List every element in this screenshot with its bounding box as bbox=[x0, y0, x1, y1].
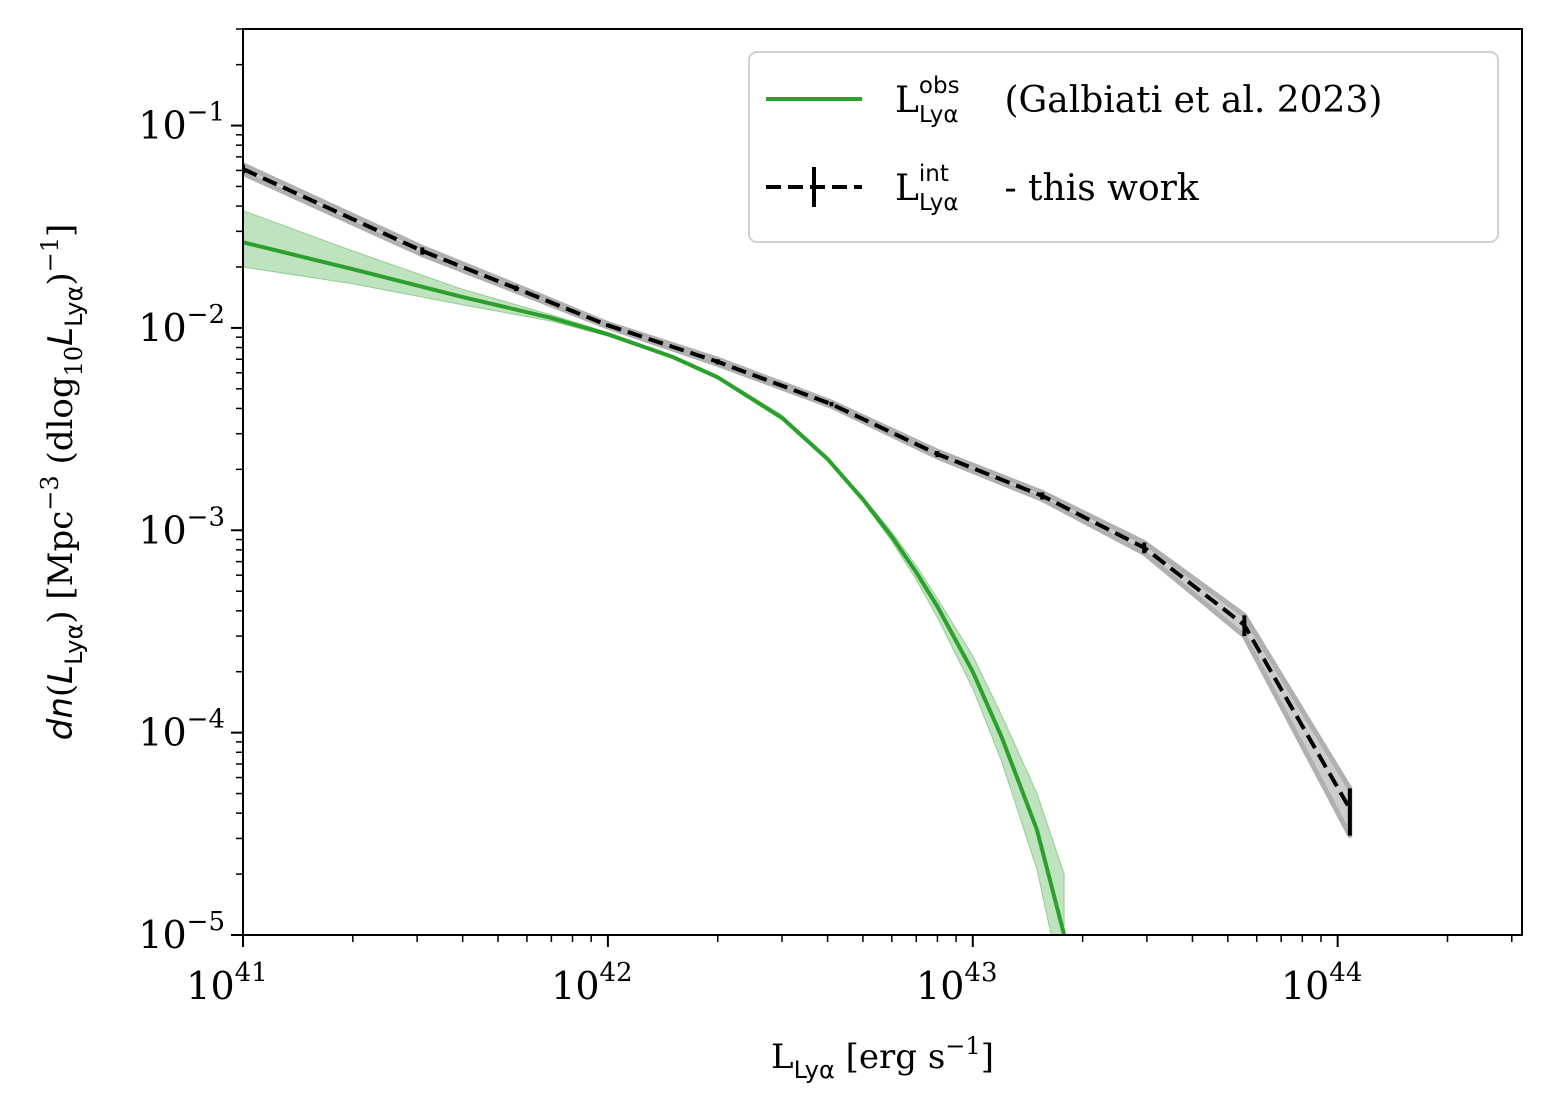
y-tick-label: 10−3 bbox=[138, 502, 225, 552]
x-tick-label: 1042 bbox=[551, 958, 632, 1008]
y-tick-label: 10−4 bbox=[138, 705, 225, 755]
legend-label-observed: Lobs Lyα (Galbiati et al. 2023) bbox=[895, 73, 1382, 128]
axis-ticks: 1041 1042 1043 1044 10−5 10−4 10−3 10−2 10−1 bbox=[138, 28, 1513, 1008]
plot-area bbox=[243, 162, 1353, 935]
y-tick-label: 10−2 bbox=[138, 300, 225, 350]
x-tick-label: 1043 bbox=[916, 958, 997, 1008]
x-tick-label: 1041 bbox=[186, 958, 267, 1008]
intrinsic-luminosity-function-line bbox=[243, 167, 1352, 810]
observed-luminosity-function-line bbox=[243, 240, 1067, 935]
legend-swatch-intrinsic bbox=[766, 167, 862, 207]
y-tick-label: 10−5 bbox=[138, 907, 225, 957]
x-axis-label: LLyα [erg s−1] bbox=[771, 1032, 994, 1084]
legend-box bbox=[748, 51, 1499, 243]
axes-frame bbox=[242, 28, 1523, 936]
legend: Lobs Lyα (Galbiati et al. 2023) Lint Lyα -… bbox=[748, 51, 1499, 243]
legend-label-intrinsic: Lint Lyα - this work bbox=[895, 161, 1200, 216]
x-tick-label: 1044 bbox=[1281, 958, 1362, 1008]
y-axis-label: dn(LLyα) [Mpc−3 (dlog10LLyα)−1] bbox=[36, 224, 88, 741]
y-tick-label: 10−1 bbox=[138, 98, 225, 148]
